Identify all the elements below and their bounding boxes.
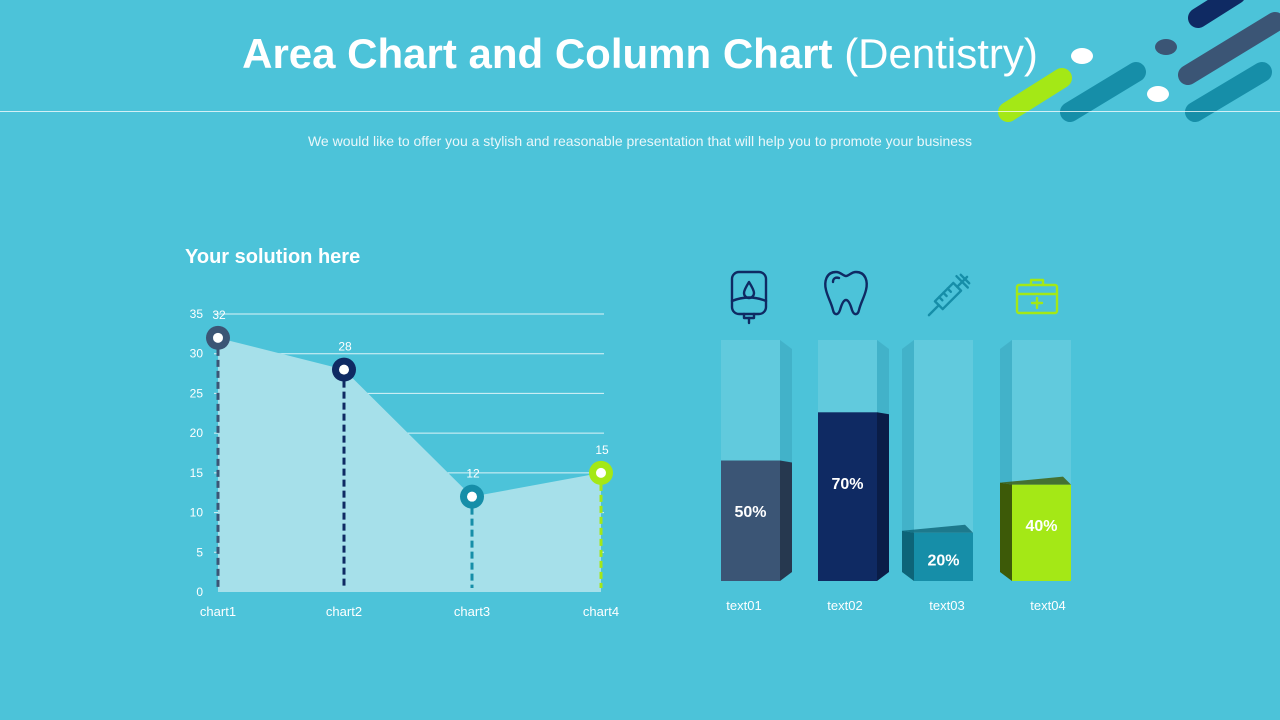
y-tick-label: 35 bbox=[190, 307, 204, 321]
title-bold: Area Chart and Column Chart bbox=[242, 30, 833, 77]
column-bar-side bbox=[780, 460, 792, 581]
lime-streak bbox=[998, 68, 1072, 122]
column-bar-side bbox=[877, 412, 889, 581]
data-label: 15 bbox=[595, 443, 609, 457]
y-tick-label: 15 bbox=[190, 466, 204, 480]
y-tick-label: 0 bbox=[196, 585, 203, 599]
teal-streak bbox=[1060, 62, 1146, 122]
iv-bag-icon bbox=[730, 270, 768, 325]
y-tick-label: 30 bbox=[190, 347, 204, 361]
data-point-marker-center bbox=[213, 332, 223, 343]
column-bar bbox=[721, 460, 780, 581]
title-light: (Dentistry) bbox=[844, 30, 1038, 77]
area-chart-heading: Your solution here bbox=[185, 246, 361, 268]
data-label: 28 bbox=[338, 340, 352, 354]
data-point-marker-center bbox=[339, 364, 349, 375]
column-bar-top bbox=[902, 524, 973, 533]
header-divider bbox=[0, 111, 1280, 112]
navy-streak bbox=[1188, 0, 1244, 28]
page-title: Area Chart and Column Chart (Dentistry) bbox=[0, 28, 1280, 80]
x-category-label: chart2 bbox=[326, 604, 362, 619]
column-value-label: 70% bbox=[831, 476, 863, 493]
column-category-label: text04 bbox=[1030, 598, 1065, 613]
slate-dot bbox=[1155, 39, 1177, 55]
y-tick-label: 10 bbox=[190, 506, 204, 520]
column-bar bbox=[818, 412, 877, 581]
column-bar-side bbox=[902, 530, 914, 581]
column-category-label: text01 bbox=[726, 598, 761, 613]
column-bar-side bbox=[1000, 482, 1012, 581]
data-label: 12 bbox=[466, 467, 480, 481]
white-dot-2 bbox=[1147, 86, 1169, 102]
area-series bbox=[218, 337, 601, 592]
tooth-icon bbox=[824, 270, 868, 316]
syringe-icon bbox=[927, 273, 971, 317]
y-tick-label: 20 bbox=[190, 426, 204, 440]
x-category-label: chart1 bbox=[200, 604, 236, 619]
column-value-label: 40% bbox=[1025, 518, 1057, 535]
subtitle: We would like to offer you a stylish and… bbox=[307, 133, 973, 149]
data-label: 32 bbox=[212, 308, 226, 322]
streak-group bbox=[998, 0, 1280, 122]
y-tick-label: 5 bbox=[196, 545, 203, 559]
column-value-label: 20% bbox=[927, 552, 959, 569]
column-category-label: text03 bbox=[929, 598, 964, 613]
first-aid-kit-icon bbox=[1015, 278, 1059, 315]
x-category-label: chart4 bbox=[583, 604, 619, 619]
white-dot bbox=[1071, 48, 1093, 64]
teal-streak-2 bbox=[1185, 62, 1272, 122]
column-track-side bbox=[902, 340, 914, 581]
column-category-label: text02 bbox=[827, 598, 862, 613]
data-point-marker-center bbox=[467, 491, 477, 502]
column-bar bbox=[914, 532, 973, 581]
y-tick-label: 25 bbox=[190, 386, 204, 400]
column-bar-top bbox=[1000, 476, 1071, 485]
x-category-label: chart3 bbox=[454, 604, 490, 619]
column-bar bbox=[1012, 484, 1071, 581]
data-point-marker-center bbox=[596, 467, 606, 478]
slate-streak bbox=[1178, 12, 1280, 85]
column-value-label: 50% bbox=[734, 504, 766, 521]
